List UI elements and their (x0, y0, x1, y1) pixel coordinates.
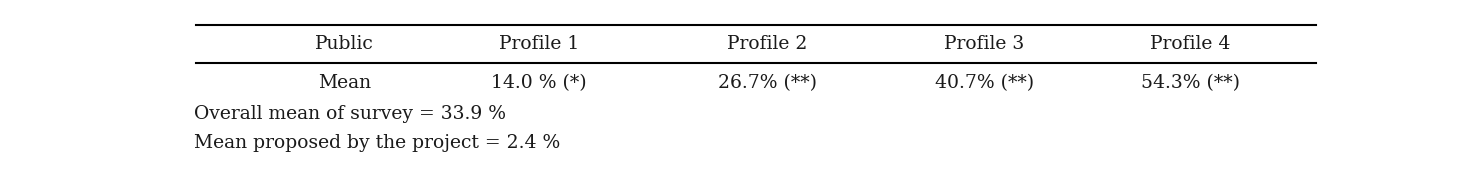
Text: 26.7% (**): 26.7% (**) (718, 74, 817, 92)
Text: Mean proposed by the project = 2.4 %: Mean proposed by the project = 2.4 % (193, 134, 560, 152)
Text: Mean: Mean (317, 74, 372, 92)
Text: 14.0 % (*): 14.0 % (*) (491, 74, 587, 92)
Text: Public: Public (316, 35, 373, 53)
Text: Overall mean of survey = 33.9 %: Overall mean of survey = 33.9 % (193, 105, 506, 123)
Text: Profile 1: Profile 1 (499, 35, 578, 53)
Text: Profile 4: Profile 4 (1150, 35, 1230, 53)
Text: Profile 2: Profile 2 (727, 35, 807, 53)
Text: 54.3% (**): 54.3% (**) (1140, 74, 1240, 92)
Text: Profile 3: Profile 3 (944, 35, 1025, 53)
Text: 40.7% (**): 40.7% (**) (935, 74, 1034, 92)
